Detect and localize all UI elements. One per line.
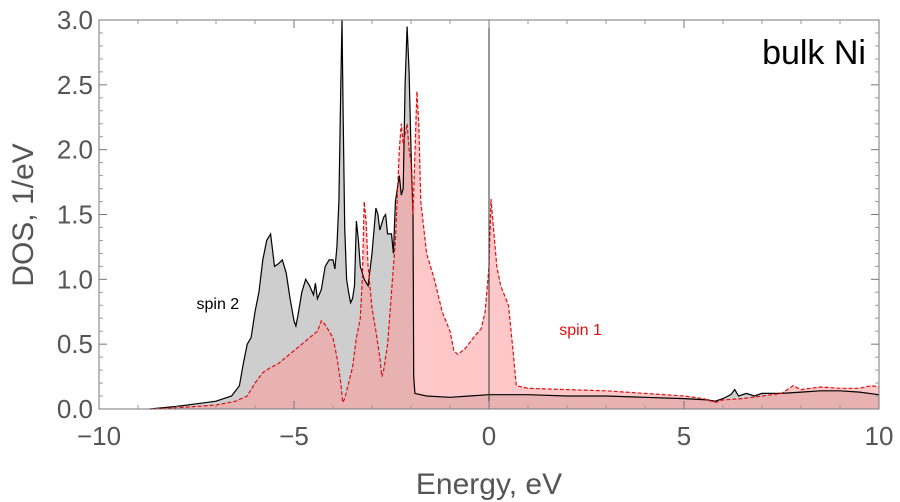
y-tick-label: 2.0 (57, 135, 93, 165)
y-tick-label: 0.0 (57, 394, 93, 424)
x-tick-label: 0 (482, 421, 496, 451)
y-tick-label: 1.0 (57, 264, 93, 294)
spin-2-line (149, 19, 880, 410)
spin-2-area (149, 20, 879, 409)
y-tick-label: 0.5 (57, 329, 93, 359)
spin-1-line (149, 91, 880, 410)
y-tick-label: 3.0 (57, 5, 93, 35)
spin-2-annotation: spin 2 (197, 296, 240, 313)
axis-tick-labels: −10 −5 0 5 10 0.0 0.5 1.0 1.5 2.0 2.5 3.0 (57, 5, 894, 451)
x-axis-label: Energy, eV (416, 468, 562, 501)
x-tick-label: −5 (279, 421, 309, 451)
y-axis-label: DOS, 1/eV (7, 143, 40, 286)
x-tick-label: 10 (865, 421, 894, 451)
x-tick-label: 5 (677, 421, 691, 451)
spin-1-annotation: spin 1 (559, 322, 602, 339)
x-tick-label: −10 (77, 421, 121, 451)
chart-title: bulk Ni (762, 34, 866, 72)
series-areas (149, 20, 879, 410)
series-annotations: spin 2 spin 1 (197, 296, 602, 339)
y-tick-label: 1.5 (57, 200, 93, 230)
series-lines (149, 19, 880, 410)
y-tick-label: 2.5 (57, 70, 93, 100)
axis-ticks (98, 19, 880, 410)
